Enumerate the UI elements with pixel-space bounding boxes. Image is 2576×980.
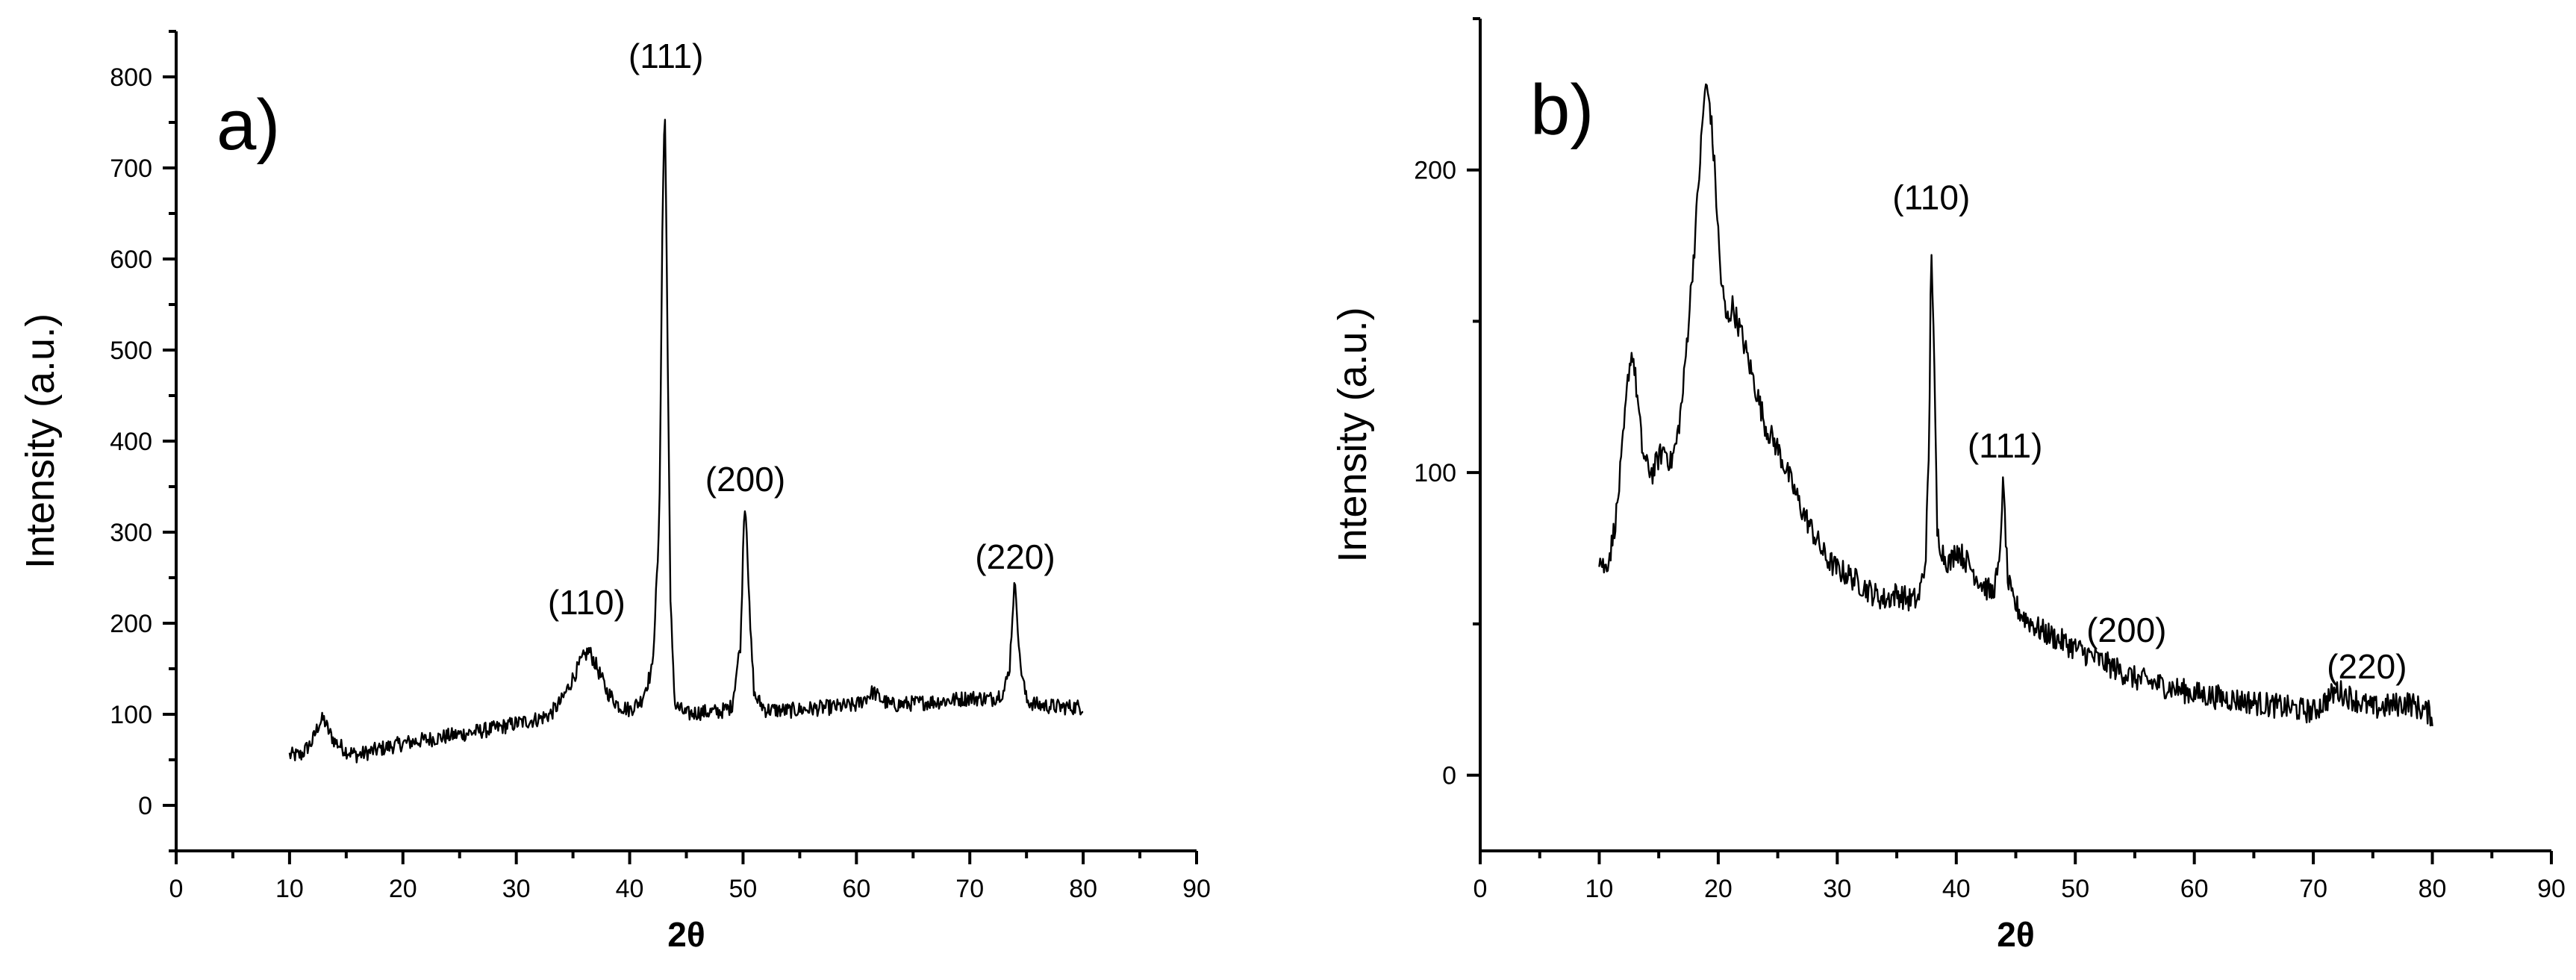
panel-label: a): [216, 85, 280, 165]
x-axis-title: 2θ: [667, 915, 705, 954]
y-tick-label: 800: [110, 63, 152, 92]
x-tick-label: 90: [2537, 875, 2566, 903]
y-tick-label: 200: [1414, 157, 1456, 185]
x-tick-label: 50: [2061, 875, 2089, 903]
peak-annotation: (110): [548, 583, 626, 622]
peak-annotation: (220): [975, 537, 1055, 576]
peak-annotation: (200): [2086, 611, 2166, 649]
x-tick-label: 70: [2299, 875, 2327, 903]
x-tick-label: 0: [169, 875, 184, 903]
y-tick-label: 500: [110, 337, 152, 365]
x-tick-label: 10: [275, 875, 304, 903]
y-tick-label: 600: [110, 246, 152, 274]
y-tick-label: 0: [138, 792, 152, 820]
x-tick-label: 30: [502, 875, 531, 903]
x-tick-label: 70: [955, 875, 984, 903]
y-axis-title: Intensity (a.u.): [1330, 307, 1375, 562]
y-tick-label: 0: [1442, 762, 1456, 790]
peak-annotation: (111): [1968, 426, 2043, 465]
x-tick-label: 60: [842, 875, 870, 903]
y-axis-title: Intensity (a.u.): [18, 313, 63, 569]
x-tick-label: 40: [616, 875, 644, 903]
peak-annotation: (220): [2327, 647, 2407, 686]
x-tick-label: 80: [2418, 875, 2447, 903]
panel-b-chart: 0 10 20 30 40 50 60 70 80 90 0 100 200 2θ Intensity (a…: [1330, 17, 2566, 954]
x-axis-title: 2θ: [1997, 915, 2034, 954]
peak-annotation: (200): [705, 460, 785, 499]
y-tick-label: 700: [110, 155, 152, 183]
x-tick-label: 80: [1069, 875, 1097, 903]
series-line: [288, 119, 1084, 764]
x-tick-label: 90: [1182, 875, 1211, 903]
x-tick-label: 40: [1942, 875, 1971, 903]
x-tick-label: 50: [729, 875, 758, 903]
x-tick-label: 20: [389, 875, 417, 903]
y-tick-label: 100: [1414, 459, 1456, 487]
panel-label: b): [1530, 70, 1594, 150]
x-tick-label: 60: [2180, 875, 2209, 903]
x-tick-label: 10: [1585, 875, 1614, 903]
series-line: [1598, 83, 2433, 727]
x-tick-label: 0: [1473, 875, 1488, 903]
y-tick-label: 200: [110, 610, 152, 638]
peak-annotation: (110): [1892, 178, 1970, 216]
x-tick-label: 20: [1704, 875, 1733, 903]
x-tick-label: 30: [1823, 875, 1851, 903]
y-tick-label: 400: [110, 428, 152, 456]
panel-a-chart: 0 10 20 30 40 50 60 70 80 90 0 100 200 300 400 500 600 70…: [18, 30, 1211, 954]
y-tick-label: 300: [110, 519, 152, 547]
peak-annotation: (111): [629, 37, 704, 75]
y-tick-label: 100: [110, 701, 152, 729]
